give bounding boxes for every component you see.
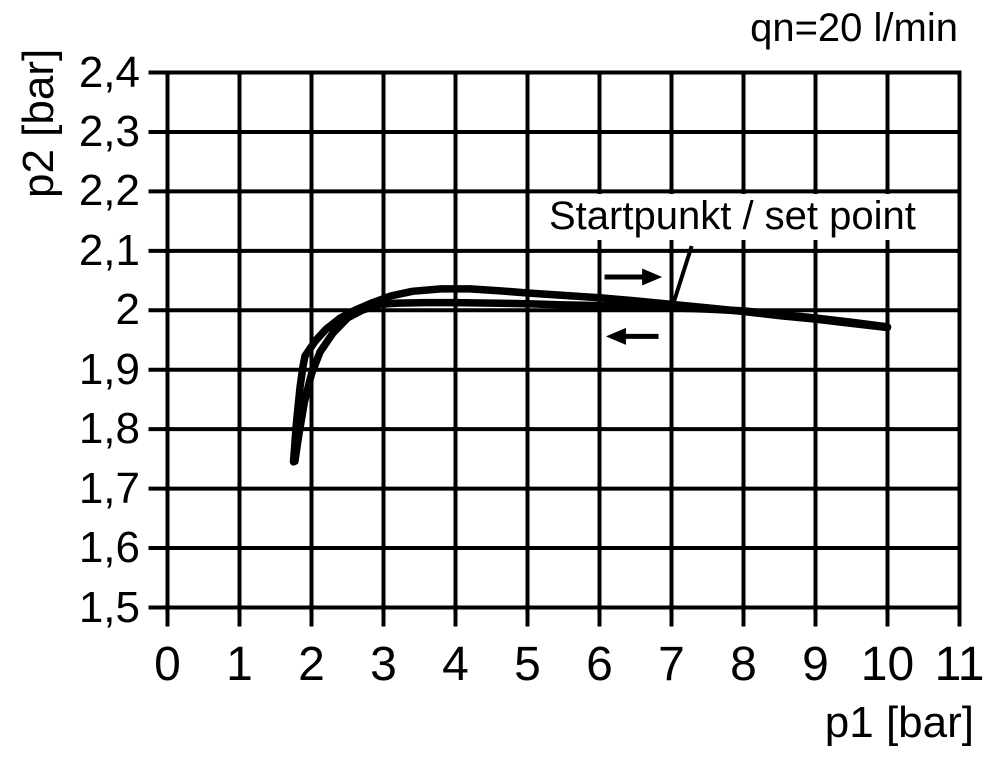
x-tick-label: 10 (860, 638, 915, 691)
x-tick-label: 6 (586, 638, 613, 691)
decrease-direction-arrow-icon-head (605, 327, 626, 345)
x-tick-label: 11 (934, 638, 985, 691)
x-tick-label: 4 (442, 638, 469, 691)
x-tick-label: 5 (514, 638, 541, 691)
y-tick-label: 2,3 (78, 106, 140, 156)
x-tick-label: 0 (154, 638, 181, 691)
y-tick-label: 2,4 (78, 47, 140, 97)
setpoint-annotation: Startpunkt / set point (545, 194, 924, 240)
x-tick-label: 1 (226, 638, 253, 691)
y-tick-label: 1,8 (78, 404, 140, 454)
x-tick-label: 9 (802, 638, 829, 691)
x-tick-label: 2 (298, 638, 325, 691)
y-tick-label: 1,9 (78, 344, 140, 394)
x-tick-label: 8 (730, 638, 757, 691)
x-axis-title: p1 [bar] (824, 698, 974, 747)
curve-decreasing-pressure (291, 298, 892, 466)
y-tick-label: 2,1 (78, 225, 140, 275)
increase-direction-arrow-icon-head (642, 268, 663, 286)
x-tick-label: 3 (370, 638, 397, 691)
y-tick-label: 1,6 (78, 523, 140, 573)
x-tick-label: 7 (658, 638, 685, 691)
y-tick-label: 1,5 (78, 582, 140, 632)
flow-rate-label: qn=20 l/min (750, 6, 958, 50)
y-tick-label: 2,2 (78, 166, 140, 216)
setpoint-leader-line (671, 245, 694, 304)
y-tick-label: 1,7 (78, 463, 140, 513)
y-tick-label: 2 (115, 285, 140, 335)
